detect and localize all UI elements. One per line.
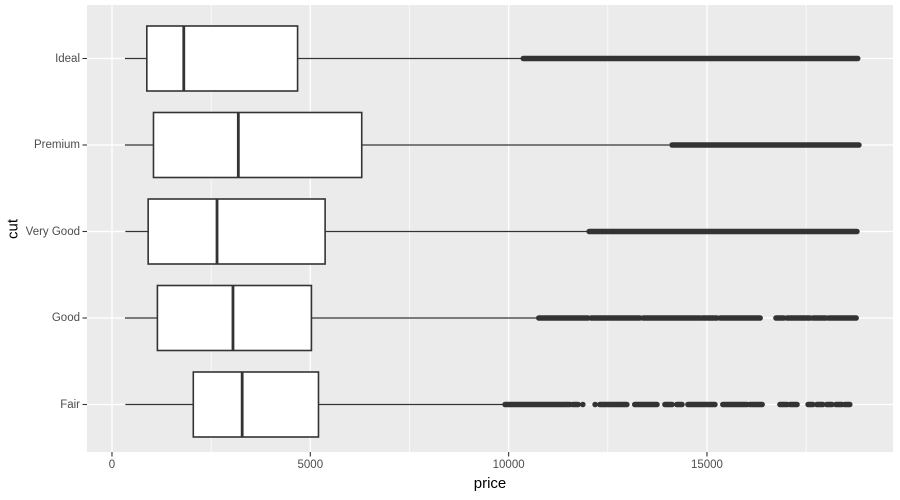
outliers-Fair [805,401,816,408]
outliers-Fair [592,401,598,408]
outliers-Fair [685,401,718,408]
outliers-Good [810,315,829,321]
outliers-Good [640,315,703,321]
outliers-Fair [631,401,660,408]
y-tick-label-premium: Premium [33,139,80,151]
y-tick-label-good: Good [51,312,80,324]
y-axis-title: cut [4,218,22,240]
outliers-Fair [597,401,630,408]
x-tick-label-5000: 5000 [297,459,324,471]
outliers-Fair [823,401,835,408]
outliers-Fair [674,401,685,408]
outliers-Fair [833,401,845,408]
outliers-Fair [570,401,581,408]
outliers-Fair [720,401,750,408]
outliers-Fair [747,401,765,408]
outliers-Ideal [520,55,861,62]
outliers-Good [588,315,643,321]
box-Fair [192,371,320,438]
x-tick-label-0: 0 [108,459,116,471]
y-tick-label-ideal: Ideal [55,52,80,65]
outliers-Fair [502,401,565,408]
y-tick-label-fair: Fair [60,398,80,411]
outliers-Fair [777,401,790,408]
outliers-Fair [787,401,800,408]
outliers-Fair [841,401,853,408]
box-Very Good [147,198,326,265]
outliers-Good [535,315,591,321]
outliers-Very Good [586,228,860,235]
outliers-Fair [662,401,675,408]
x-tick-label-10000: 10000 [492,459,525,471]
y-tick-label-very-good: Very Good [25,225,80,238]
x-axis-title: price [473,475,507,492]
outliers-Good [717,315,763,321]
outliers-Premium [669,142,862,148]
box-Good [156,284,313,352]
outliers-Fair [814,401,826,408]
outliers-Good [825,315,859,321]
outliers-Good [773,315,787,321]
box-Ideal [146,25,299,92]
outliers-Fair [580,401,586,408]
outliers-Good [784,315,813,321]
outliers-Fair [560,401,573,408]
x-tick-label-15000: 15000 [690,459,723,471]
outliers-Good [699,315,720,321]
box-Premium [152,111,363,179]
